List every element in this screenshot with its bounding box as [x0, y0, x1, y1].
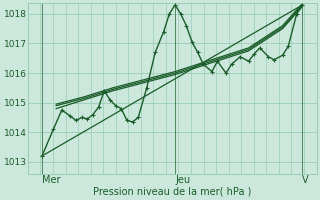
X-axis label: Pression niveau de la mer( hPa ): Pression niveau de la mer( hPa )	[93, 187, 252, 197]
